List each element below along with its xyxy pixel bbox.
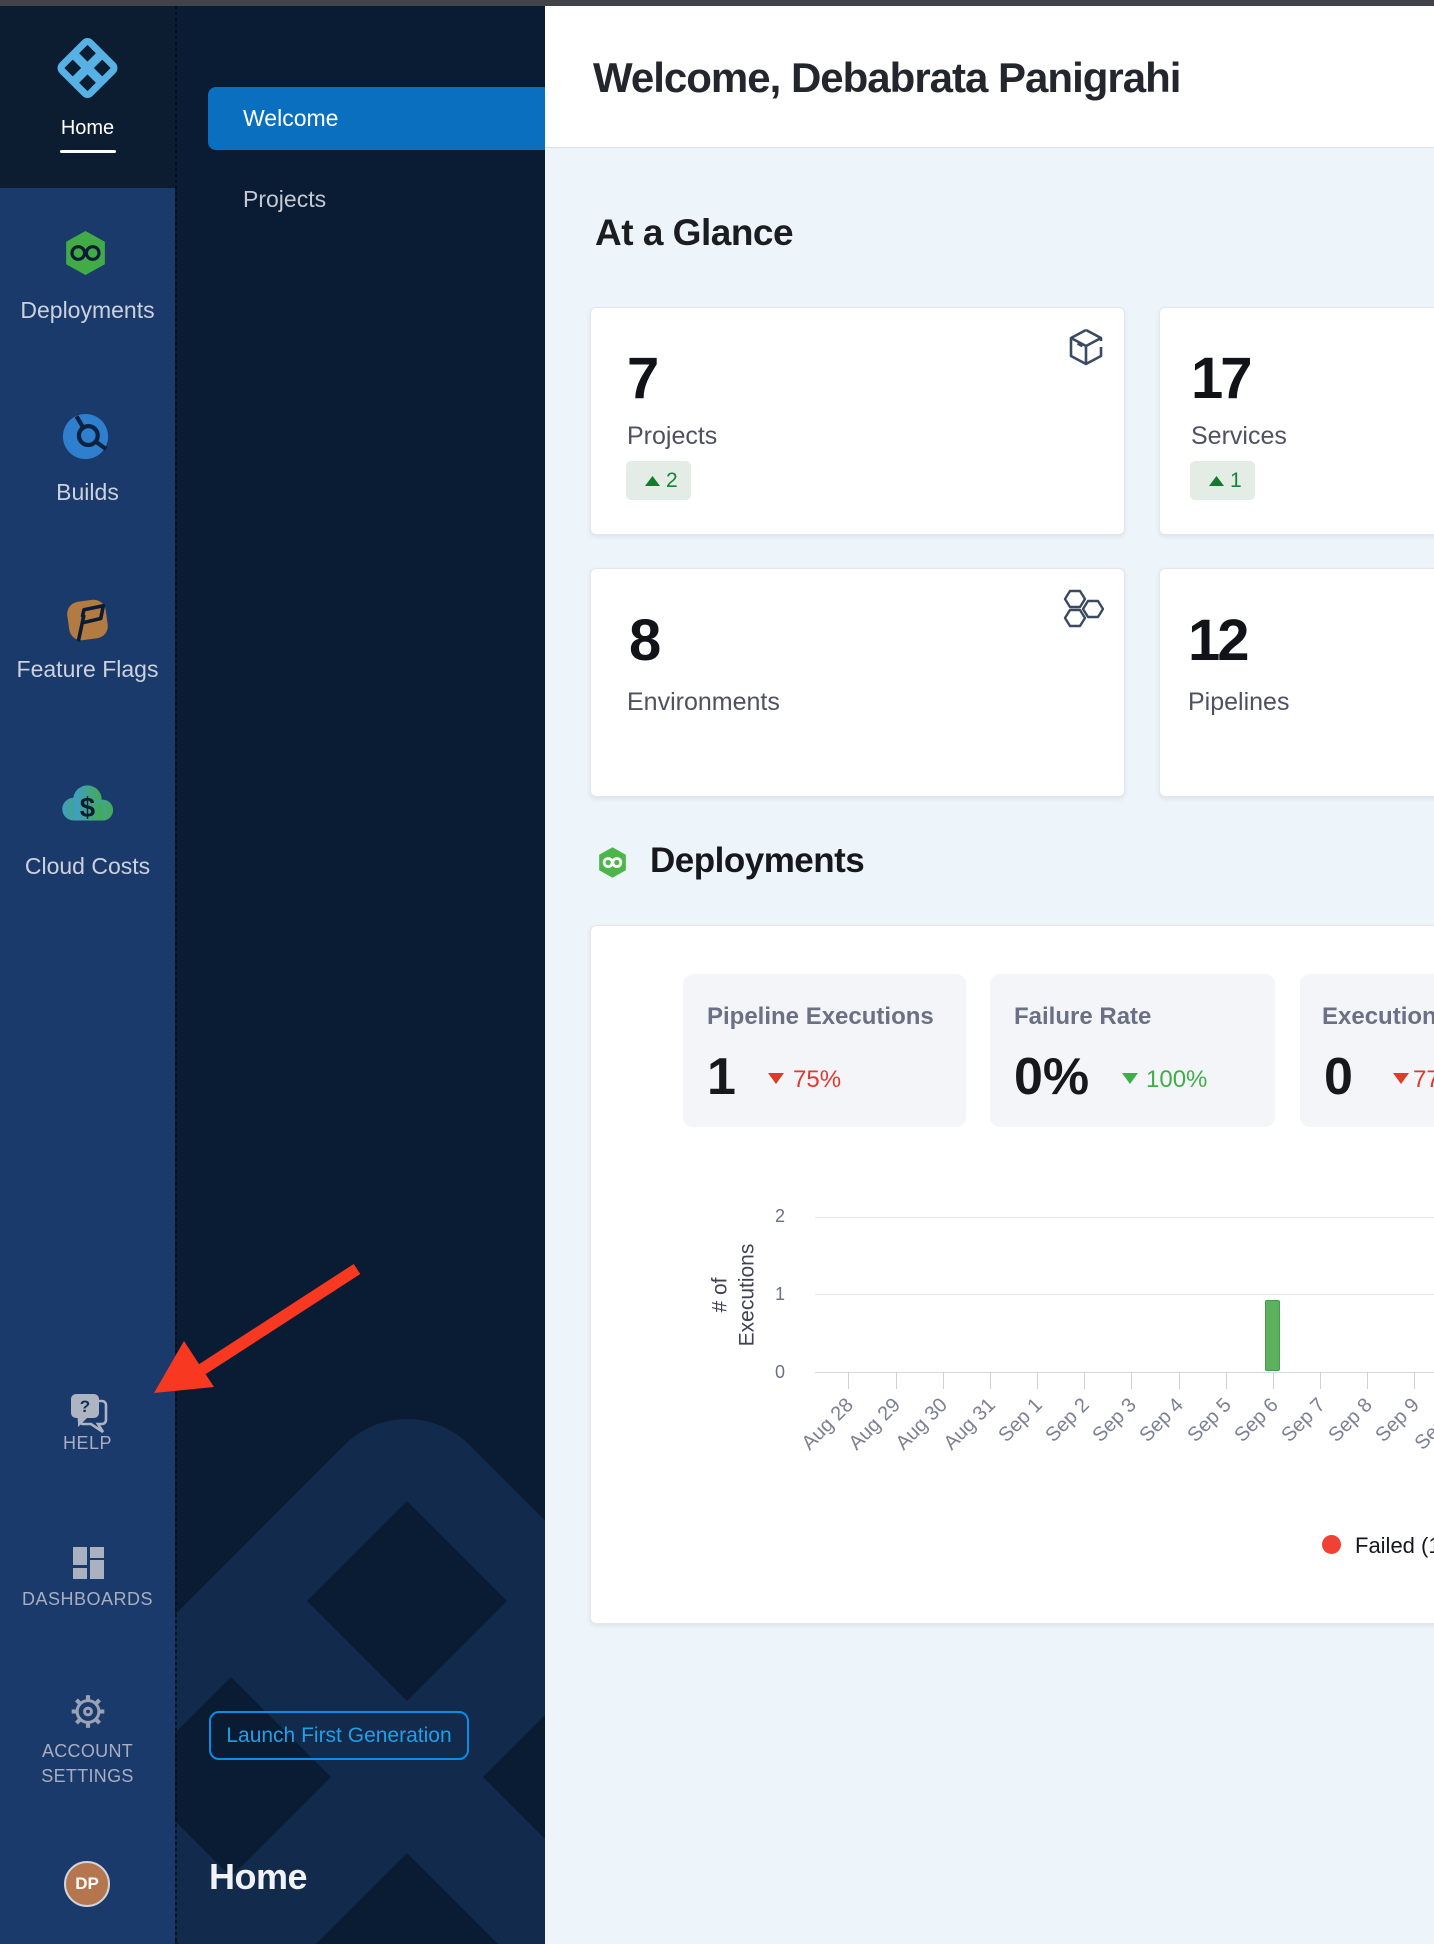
svg-text:$: $ xyxy=(80,792,95,823)
svg-text:?: ? xyxy=(80,1397,90,1416)
